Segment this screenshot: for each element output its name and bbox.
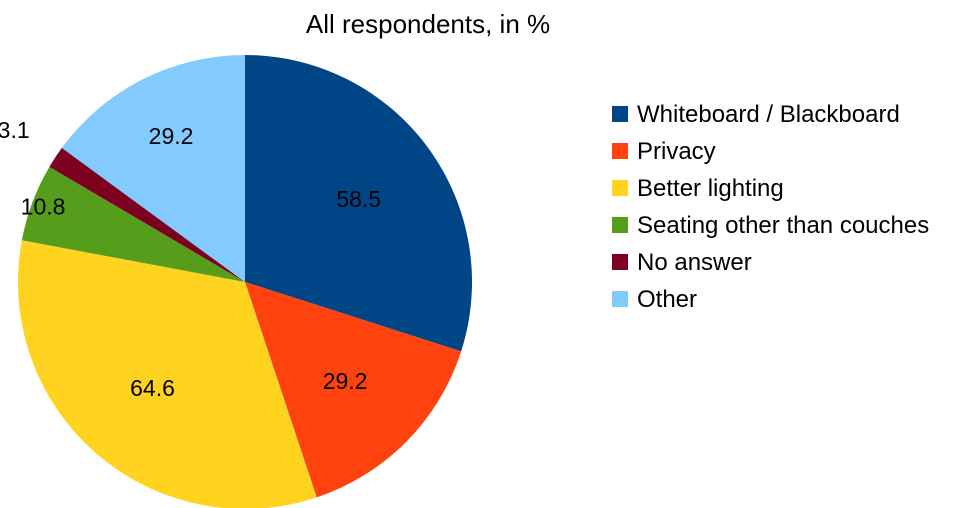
pie-slice-seating-other-than-couches [21, 166, 246, 282]
slice-label-privacy: 29.2 [323, 368, 368, 394]
legend-label: Privacy [637, 138, 716, 165]
pie-slice-whiteboard-blackboard [245, 55, 472, 352]
slice-label-other: 29.2 [149, 123, 194, 149]
legend-swatch [612, 217, 628, 233]
slice-label-better-lighting: 64.6 [130, 375, 175, 401]
chart-title: All respondents, in % [306, 9, 550, 39]
legend-item-whiteboard-blackboard: Whiteboard / Blackboard [612, 101, 900, 128]
pie-slice-privacy [245, 282, 462, 498]
legend-label: Other [637, 286, 697, 313]
legend-label: Whiteboard / Blackboard [637, 101, 900, 128]
legend-item-better-lighting: Better lighting [612, 175, 784, 202]
legend-label: Seating other than couches [637, 212, 929, 239]
legend-swatch [612, 106, 628, 122]
pie-slice-no-answer [49, 147, 246, 282]
slice-label-seating-other-than-couches: 10.8 [21, 193, 66, 219]
legend-swatch [612, 254, 628, 270]
legend-swatch [612, 143, 628, 159]
pie-slice-other [61, 55, 246, 282]
legend-swatch [612, 291, 628, 307]
pie-slices [18, 55, 472, 508]
slice-label-whiteboard-blackboard: 58.5 [336, 186, 381, 212]
legend-item-no-answer: No answer [612, 249, 752, 276]
legend-item-seating-other-than-couches: Seating other than couches [612, 212, 929, 239]
legend-item-privacy: Privacy [612, 138, 716, 165]
legend-item-other: Other [612, 286, 697, 313]
pie-slice-labels: 58.5 29.2 64.6 10.8 3.1 29.2 [0, 117, 381, 401]
slice-label-no-answer: 3.1 [0, 117, 30, 143]
legend-label: No answer [637, 249, 752, 276]
pie-slice-better-lighting [18, 240, 317, 508]
legend: Whiteboard / Blackboard Privacy Better lig… [612, 101, 929, 313]
legend-swatch [612, 180, 628, 196]
legend-label: Better lighting [637, 175, 784, 202]
